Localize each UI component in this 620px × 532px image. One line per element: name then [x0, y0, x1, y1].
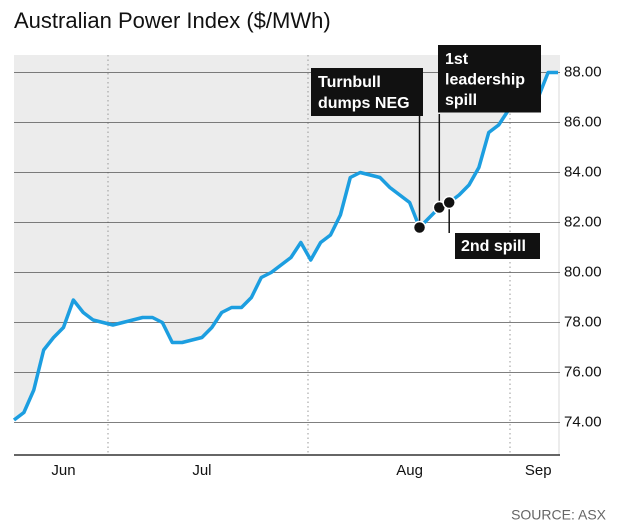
annotation-text: 2nd spill — [461, 238, 526, 255]
y-tick-label: 84.00 — [564, 163, 602, 180]
y-tick-label: 76.00 — [564, 363, 602, 380]
source: SOURCE: ASX — [511, 507, 607, 523]
y-tick-label: 88.00 — [564, 63, 602, 80]
line — [12, 70, 558, 422]
chart-title: Australian Power Index ($/MWh) — [14, 8, 331, 33]
area — [14, 72, 558, 455]
annotation-text: dumps NEG — [318, 95, 410, 112]
y-tick-label: 74.00 — [564, 413, 602, 430]
annotation-marker — [442, 195, 456, 210]
annotation-box — [311, 68, 423, 116]
y-tick-label: 80.00 — [564, 263, 602, 280]
x-tick-label: Sep — [525, 462, 552, 479]
annotation-marker — [412, 220, 427, 235]
annotation-text: leadership — [445, 72, 525, 89]
plot — [12, 55, 560, 455]
x-tick-label: Jul — [192, 462, 211, 479]
x-tick-label: Aug — [396, 462, 423, 479]
annotation-box — [455, 233, 540, 259]
y-tick-label: 78.00 — [564, 313, 602, 330]
annotation-text: 1st — [445, 51, 469, 68]
x-tick-label: Jun — [51, 462, 75, 479]
annotation-box — [438, 45, 541, 113]
y-tick-label: 82.00 — [564, 213, 602, 230]
annotation-text: spill — [445, 92, 477, 109]
annotation-text: Turnbull — [318, 74, 381, 91]
y-tick-label: 86.00 — [564, 113, 602, 130]
